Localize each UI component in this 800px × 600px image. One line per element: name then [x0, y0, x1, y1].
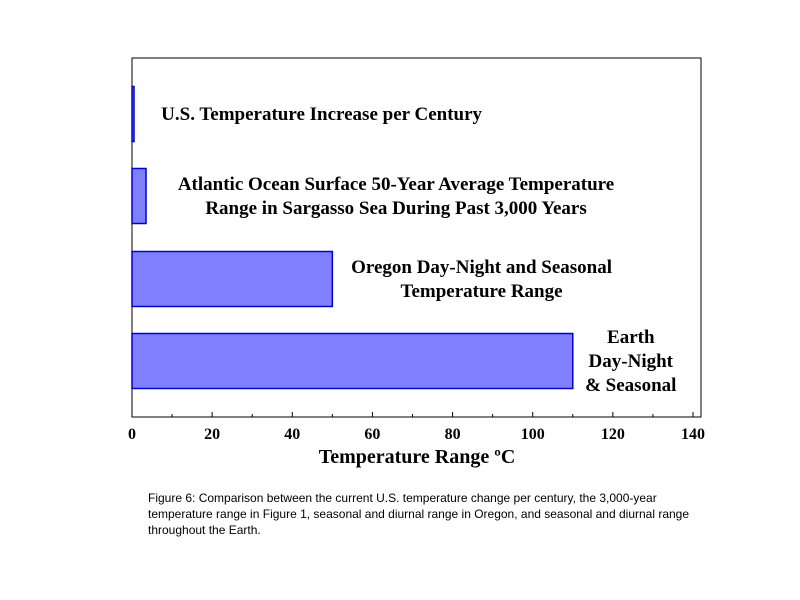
- bar-3: [131, 250, 334, 308]
- x-tick-label-0: 0: [128, 426, 136, 443]
- x-axis-ticks: 0 20 40 60 80 100 120 140: [128, 412, 705, 443]
- x-tick-label-80: 80: [445, 426, 461, 443]
- x-tick-label-120: 120: [601, 426, 625, 443]
- x-tick-label-60: 60: [364, 426, 380, 443]
- bar-label-3: Oregon Day-Night and Seasonal Temperature…: [351, 257, 612, 302]
- bar-1: [131, 85, 135, 143]
- bar-label-1: U.S. Temperature Increase per Century: [161, 104, 482, 125]
- bar-label-2: Atlantic Ocean Surface 50-Year Average T…: [178, 174, 614, 219]
- bar-label-4: Earth Day-Night & Seasonal: [585, 327, 676, 396]
- x-tick-label-20: 20: [204, 426, 220, 443]
- x-tick-label-100: 100: [521, 426, 545, 443]
- plot-frame: [131, 57, 702, 418]
- bar-chart: U.S. Temperature Increase per Century Atl…: [128, 57, 705, 468]
- bar-4: [131, 332, 574, 390]
- bar-2: [131, 167, 147, 225]
- bars-group: [131, 85, 574, 390]
- bar-labels-group: U.S. Temperature Increase per Century Atl…: [161, 104, 676, 396]
- figure-caption: Figure 6: Comparison between the current…: [148, 491, 690, 537]
- x-tick-label-40: 40: [284, 426, 300, 443]
- x-axis-title: Temperature Range ºC: [319, 446, 516, 468]
- x-tick-label-140: 140: [681, 426, 705, 443]
